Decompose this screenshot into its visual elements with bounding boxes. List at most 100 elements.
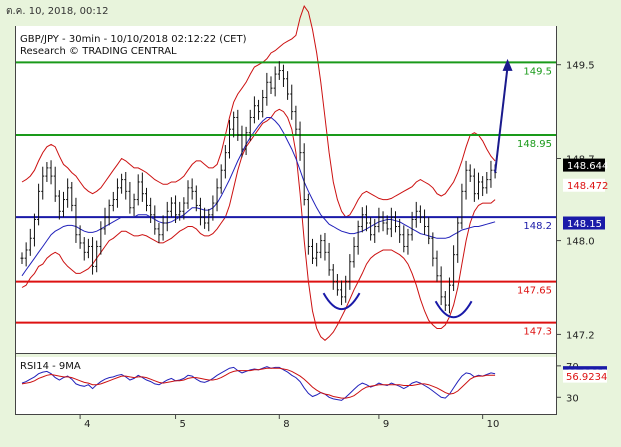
- price-bar: [468, 164, 472, 182]
- rsi-title: RSI14 - 9MA: [20, 361, 81, 372]
- rsi-panel: [15, 357, 556, 414]
- price-bar: [364, 205, 368, 232]
- main-plot: GBP/JPY - 30min - 10/10/2018 02:12:22 (C…: [16, 5, 556, 341]
- price-tag-label: 148.644: [567, 161, 608, 172]
- price-bar: [327, 242, 331, 276]
- main-chart-title: GBP/JPY - 30min - 10/10/2018 02:12:22 (C…: [20, 34, 247, 45]
- price-bar: [198, 197, 202, 226]
- price-bar: [182, 197, 186, 220]
- level-label: 148.2: [523, 221, 552, 232]
- top-bar: ต.ค. 10, 2018, 00:12: [0, 0, 621, 22]
- price-bar: [410, 211, 414, 241]
- price-bar: [323, 232, 327, 261]
- price-bar: [261, 89, 265, 118]
- price-bar: [340, 280, 344, 306]
- price-bar: [228, 119, 231, 159]
- timestamp-label: ต.ค. 10, 2018, 00:12: [6, 6, 109, 17]
- price-bar: [389, 207, 393, 238]
- price-tag-box: [563, 178, 605, 192]
- price-bar: [70, 181, 74, 212]
- price-bar: [174, 195, 178, 224]
- price-tag-label: 148.472: [567, 181, 608, 192]
- price-bar: [302, 143, 306, 206]
- time-tick-label: 4: [84, 419, 90, 430]
- rsi-tag-box: [563, 369, 607, 383]
- price-bar: [107, 199, 111, 226]
- level-label: 147.65: [517, 286, 552, 297]
- price-tick-label: 147.2: [566, 330, 595, 341]
- price-bar: [460, 183, 464, 229]
- price-bar: [32, 213, 36, 247]
- price-bar: [132, 193, 136, 216]
- price-bar: [128, 181, 132, 214]
- price-bar: [136, 174, 140, 206]
- rsi-plot: RSI14 - 9MA: [20, 361, 496, 401]
- price-bar: [178, 201, 182, 221]
- price-bar: [74, 197, 78, 243]
- price-bar: [427, 217, 431, 245]
- price-bar: [140, 172, 144, 202]
- price-tick-label: 149.5: [566, 61, 595, 72]
- price-bar: [452, 245, 456, 292]
- price-bar: [145, 187, 148, 212]
- price-bar: [472, 168, 476, 202]
- price-bar: [402, 225, 406, 253]
- time-tick-label: 9: [383, 419, 389, 430]
- price-bar: [194, 185, 198, 212]
- price-bar: [435, 250, 439, 282]
- price-bar: [431, 232, 435, 267]
- price-tag-box: [563, 158, 605, 172]
- price-bar: [443, 291, 447, 311]
- price-bar: [319, 234, 323, 259]
- price-bar: [281, 64, 285, 87]
- price-tag-label: 148.15: [567, 219, 602, 230]
- price-bar: [414, 201, 418, 228]
- price-bar: [481, 176, 485, 197]
- time-tick-label: 5: [180, 419, 186, 430]
- price-bar: [373, 218, 377, 243]
- price-bar: [286, 71, 290, 100]
- price-bar: [248, 109, 252, 141]
- price-bar: [203, 207, 207, 229]
- pattern-arc: [322, 292, 361, 311]
- forecast-arrow-line: [494, 66, 509, 173]
- price-bar: [265, 72, 269, 106]
- price-bar: [45, 162, 49, 182]
- price-bar: [153, 205, 157, 235]
- price-bar: [447, 277, 451, 314]
- price-bar: [111, 191, 115, 212]
- price-bar: [57, 190, 61, 220]
- price-bar: [360, 207, 364, 233]
- price-bar: [103, 207, 107, 235]
- price-bar: [418, 205, 422, 224]
- price-bar: [311, 238, 314, 265]
- price-bar: [190, 178, 194, 200]
- price-bar: [290, 84, 294, 120]
- price-bar: [315, 242, 319, 267]
- price-bar: [124, 171, 128, 200]
- price-bar: [344, 275, 348, 303]
- chart-axes: [15, 26, 557, 415]
- price-bar: [489, 160, 493, 188]
- rsi-tag-label: 56.9234: [566, 372, 607, 383]
- price-bar: [294, 105, 298, 136]
- price-bar: [236, 109, 240, 141]
- level-label: 148.95: [517, 139, 552, 150]
- upper-band-line: [21, 5, 496, 218]
- price-bar: [352, 237, 356, 268]
- level-label: 149.5: [523, 66, 552, 77]
- price-bar: [348, 254, 352, 290]
- main-chart-subtitle: Research © TRADING CENTRAL: [20, 46, 177, 57]
- level-label: 147.3: [523, 327, 552, 338]
- price-bar: [485, 171, 489, 194]
- price-bar: [41, 166, 45, 200]
- price-bar: [464, 160, 468, 200]
- price-bar: [86, 238, 90, 259]
- price-bar: [306, 193, 310, 255]
- price-bar: [406, 228, 410, 255]
- price-bar: [91, 237, 95, 275]
- price-bar: [78, 225, 82, 249]
- price-bar: [66, 178, 70, 208]
- price-bar: [115, 178, 119, 208]
